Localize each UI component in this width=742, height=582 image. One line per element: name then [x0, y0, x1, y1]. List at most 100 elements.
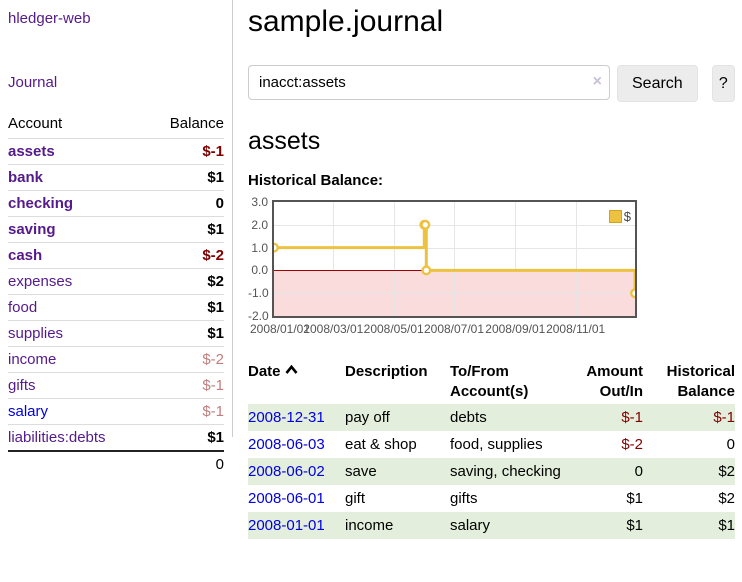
- search-input[interactable]: [248, 65, 610, 100]
- chart-gridline-vertical: [515, 202, 517, 316]
- sidebar: hledger-web Journal Account Balance asse…: [0, 0, 233, 477]
- chart-point-marker[interactable]: [630, 288, 635, 299]
- account-link[interactable]: saving: [8, 221, 56, 238]
- transaction-date-link[interactable]: 2008-06-02: [248, 463, 325, 480]
- account-cell: cash: [8, 242, 147, 269]
- register-header-description: Description: [345, 363, 428, 380]
- account-row: assets $-1: [8, 138, 224, 165]
- account-link[interactable]: expenses: [8, 273, 73, 290]
- account-balance: $-1: [146, 372, 224, 399]
- account-link[interactable]: gifts: [8, 377, 36, 394]
- sidebar-item-journal[interactable]: Journal: [8, 74, 58, 91]
- transaction-date-cell: 2008-06-01: [248, 485, 345, 512]
- search-button[interactable]: Search: [617, 65, 698, 102]
- transaction-balance: $-1: [713, 409, 735, 426]
- account-cell: assets: [8, 138, 147, 165]
- register-row: 2008-06-02 save saving, checking 0 $2: [248, 458, 735, 485]
- transaction-date-link[interactable]: 2008-06-01: [248, 490, 325, 507]
- chart-series-layer: [274, 219, 635, 299]
- account-row: expenses $2: [8, 268, 224, 295]
- search-form: × Search ?: [248, 65, 735, 102]
- transaction-date-link[interactable]: 2008-06-03: [248, 436, 325, 453]
- account-cell: checking: [8, 190, 147, 217]
- account-link[interactable]: liabilities:debts: [8, 429, 106, 446]
- account-link[interactable]: assets: [8, 143, 55, 160]
- help-button[interactable]: ?: [711, 65, 735, 102]
- register-header-amount: Amount Out/In: [586, 363, 643, 400]
- account-link[interactable]: cash: [8, 247, 43, 264]
- accounts-total-row: 0: [8, 450, 224, 477]
- account-row: checking 0: [8, 190, 224, 217]
- register-table: Date Description To/From Account(s) Amount …: [248, 360, 735, 539]
- account-balance: $-2: [146, 242, 224, 269]
- transaction-amount: $1: [626, 517, 643, 534]
- account-row: liabilities:debts $1: [8, 424, 224, 451]
- chart-x-tick-label: 2008/09/01: [485, 322, 546, 336]
- chart-y-tick-label: 0.0: [251, 263, 268, 278]
- account-row: saving $1: [8, 216, 224, 243]
- account-balance: $-2: [146, 346, 224, 373]
- transaction-description: gift: [345, 490, 366, 507]
- transaction-date-cell: 2008-06-03: [248, 431, 345, 458]
- chart-point-marker[interactable]: [274, 242, 279, 253]
- balance-chart[interactable]: $ 2008/01/01 2008/03/01 2008/05/01 2008/07/…: [248, 195, 735, 340]
- clear-search-icon[interactable]: ×: [592, 73, 602, 90]
- page-title: sample.journal: [248, 5, 444, 38]
- chart-x-tick-label: 2008/11/01: [546, 322, 606, 336]
- chart-y-tick-label: 1.0: [251, 240, 268, 255]
- account-link[interactable]: food: [8, 299, 38, 316]
- register-header-date[interactable]: Date: [248, 360, 345, 404]
- brand-link[interactable]: hledger-web: [8, 10, 91, 27]
- transaction-date-link[interactable]: 2008-12-31: [248, 409, 325, 426]
- account-cell: income: [8, 346, 147, 373]
- transaction-accounts: gifts: [450, 490, 478, 507]
- transaction-accounts: food, supplies: [450, 436, 543, 453]
- accounts-header-account: Account: [8, 115, 63, 132]
- account-balance: $1: [146, 216, 224, 243]
- register-row: 2008-12-31 pay off debts $-1 $-1: [248, 404, 735, 431]
- chart-plot-area[interactable]: $: [272, 200, 637, 318]
- account-row: income $-2: [8, 346, 224, 373]
- chart-legend: $: [607, 209, 632, 224]
- transaction-accounts: debts: [450, 409, 487, 426]
- transaction-description: eat & shop: [345, 436, 417, 453]
- accounts-header-row: Account Balance: [8, 112, 224, 139]
- account-link[interactable]: salary: [8, 403, 49, 420]
- register-header-accounts: To/From Account(s): [450, 363, 529, 400]
- transaction-date-cell: 2008-12-31: [248, 404, 345, 431]
- register-row: 2008-01-01 income salary $1 $1: [248, 512, 735, 539]
- chart-gridline-vertical: [333, 202, 335, 316]
- register-header-balance: Historical Balance: [666, 363, 735, 400]
- account-link[interactable]: supplies: [8, 325, 64, 342]
- account-row: salary $-1: [8, 398, 224, 425]
- chart-gridline-vertical: [454, 202, 455, 316]
- account-row: supplies $1: [8, 320, 224, 347]
- account-cell: expenses: [8, 268, 147, 295]
- account-link[interactable]: income: [8, 351, 57, 368]
- chart-point-marker[interactable]: [421, 265, 432, 276]
- chart-x-tick-label: 2008/05/01: [363, 322, 424, 336]
- transaction-date-link[interactable]: 2008-01-01: [248, 517, 325, 534]
- account-cell: gifts: [8, 372, 147, 399]
- account-cell: liabilities:debts: [8, 424, 147, 451]
- register-row: 2008-06-01 gift gifts $1 $2: [248, 485, 735, 512]
- chart-x-axis: 2008/01/01 2008/03/01 2008/05/01 2008/07/01…: [250, 322, 633, 338]
- chart-y-tick-label: -1.0: [248, 286, 269, 301]
- transaction-description: save: [345, 463, 377, 480]
- account-balance: $1: [146, 294, 224, 321]
- chart-point-marker[interactable]: [420, 219, 431, 230]
- transaction-balance: $2: [718, 463, 735, 480]
- account-heading: assets: [248, 127, 321, 155]
- accounts-total-value: 0: [146, 450, 224, 477]
- account-link[interactable]: checking: [8, 195, 74, 212]
- account-cell: salary: [8, 398, 147, 425]
- chart-legend-label: $: [623, 209, 631, 224]
- account-link[interactable]: bank: [8, 169, 44, 186]
- account-row: food $1: [8, 294, 224, 321]
- account-cell: food: [8, 294, 147, 321]
- transaction-amount: $-1: [621, 409, 643, 426]
- accounts-table: Account Balance assets $-1 bank $1 checking 0…: [8, 112, 224, 477]
- transaction-description: income: [345, 517, 394, 534]
- account-balance: $2: [146, 268, 224, 295]
